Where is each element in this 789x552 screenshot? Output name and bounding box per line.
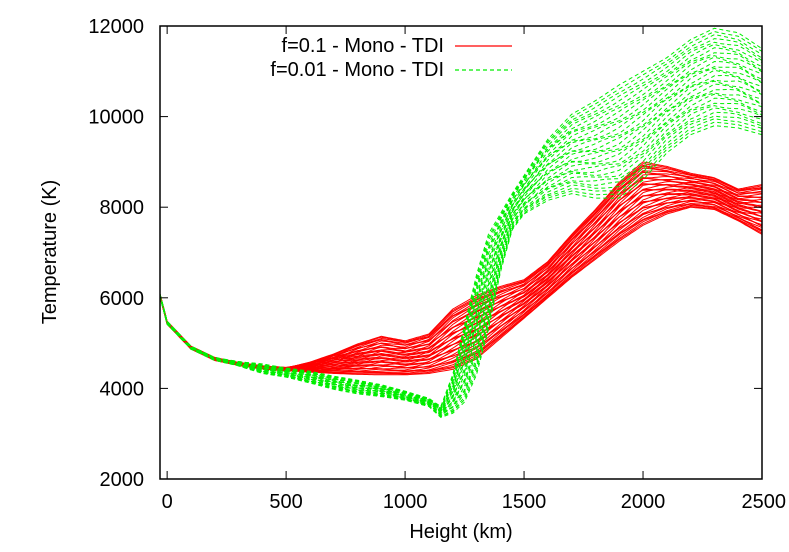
x-tick-label: 2500: [742, 491, 787, 513]
tick-labels: 0 500 1000 1500 2000 2500 2000 4000 6000 8000 1000…: [88, 16, 786, 513]
x-axis-title: Height (km): [409, 521, 512, 543]
x-tick-label: 0: [162, 491, 173, 513]
plot-curves: [160, 27, 762, 418]
y-tick-label: 12000: [88, 16, 144, 38]
series-2-curve: [160, 111, 762, 417]
series-2-curve: [160, 121, 762, 418]
series-2-curve: [160, 107, 762, 416]
x-tick-label: 1000: [383, 491, 428, 513]
y-tick-label: 10000: [88, 107, 144, 129]
legend-label-series-1: f=0.1 - Mono - TDI: [282, 35, 444, 57]
x-tick-label: 1500: [502, 491, 547, 513]
legend: f=0.1 - Mono - TDI f=0.01 - Mono - TDI: [270, 35, 512, 81]
series-2-curve: [160, 34, 762, 408]
series-2-curve: [160, 27, 762, 408]
series-1-curve: [160, 161, 762, 369]
y-tick-label: 2000: [100, 469, 145, 491]
series-2-curve: [160, 52, 762, 411]
series-2-curve: [160, 93, 762, 414]
axis-ticks: [160, 25, 763, 480]
series-2-curve: [160, 75, 762, 413]
y-tick-label: 6000: [100, 288, 145, 310]
series-2-curve: [160, 31, 762, 408]
y-tick-label: 4000: [100, 378, 145, 400]
y-tick-label: 8000: [100, 197, 145, 219]
series-2-curve: [160, 60, 762, 411]
plot-frame: [159, 25, 763, 480]
y-axis-title: Temperature (K): [39, 180, 61, 325]
x-tick-label: 2000: [621, 491, 666, 513]
series-2: [160, 27, 762, 418]
legend-label-series-2: f=0.01 - Mono - TDI: [270, 59, 444, 81]
series-1-curve: [160, 164, 762, 369]
series-2-curve: [160, 92, 762, 416]
x-tick-label: 500: [269, 491, 302, 513]
series-2-curve: [160, 55, 762, 412]
series-2-curve: [160, 89, 762, 415]
